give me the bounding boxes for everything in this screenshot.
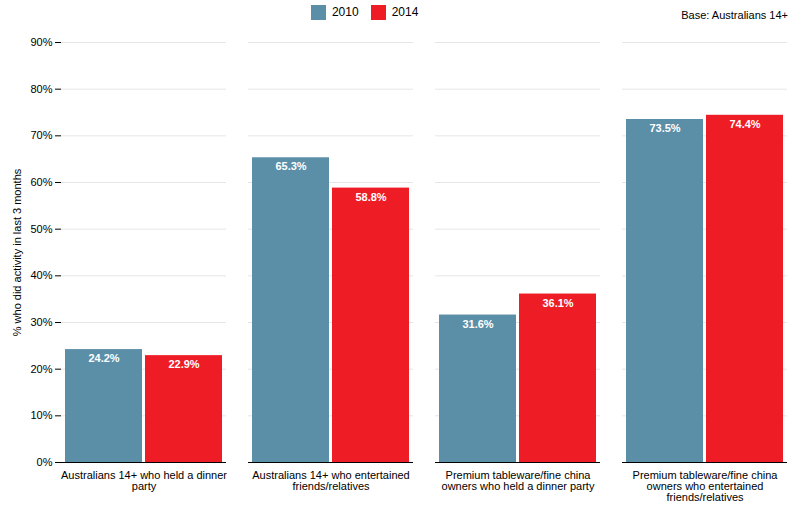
- html-text:2010: 2010: [331, 5, 359, 19]
- svg-text:20%: 20%: [30, 363, 52, 375]
- svg-text:31.6%: 31.6%: [462, 318, 493, 330]
- svg-text:74.4%: 74.4%: [729, 118, 760, 130]
- svg-text:36.1%: 36.1%: [542, 297, 573, 309]
- svg-text:65.3%: 65.3%: [275, 160, 306, 172]
- svg-text:0%: 0%: [37, 456, 53, 468]
- svg-text:10%: 10%: [30, 409, 52, 421]
- svg-text:90%: 90%: [30, 36, 52, 48]
- svg-text:% who did activity in last 3 m: % who did activity in last 3 months: [11, 168, 23, 336]
- svg-text:60%: 60%: [30, 176, 52, 188]
- svg-text:30%: 30%: [30, 316, 52, 328]
- svg-text:70%: 70%: [30, 129, 52, 141]
- svg-text:Australians 14+ who held a din: Australians 14+ who held a dinnerparty: [61, 469, 227, 492]
- svg-text:50%: 50%: [30, 223, 52, 235]
- svg-text:22.9%: 22.9%: [168, 358, 199, 370]
- svg-text:Australians 14+ who entertaine: Australians 14+ who entertainedfriends/r…: [252, 469, 409, 492]
- svg-text:Premium tableware/fine chinaow: Premium tableware/fine chinaowners who h…: [442, 469, 595, 492]
- svg-text:58.8%: 58.8%: [355, 191, 386, 203]
- svg-text:80%: 80%: [30, 83, 52, 95]
- svg-text:73.5%: 73.5%: [649, 122, 680, 134]
- html-text:2014: 2014: [391, 5, 419, 19]
- svg-text:24.2%: 24.2%: [88, 352, 119, 364]
- svg-text:Premium tableware/fine chinaow: Premium tableware/fine chinaowners who e…: [633, 469, 779, 503]
- html-text:Base: Australians 14+: Base: Australians 14+: [681, 9, 788, 21]
- svg-text:40%: 40%: [30, 269, 52, 281]
